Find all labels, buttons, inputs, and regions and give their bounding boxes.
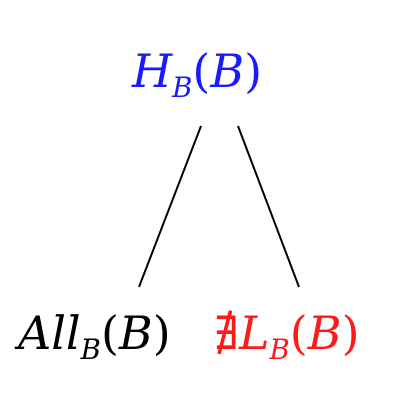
right-subscript: B: [269, 332, 290, 366]
left-open-paren: (: [100, 306, 119, 360]
edge-root-to-right: [237, 125, 300, 288]
right-argument: B: [307, 306, 342, 360]
root-subscript: B: [172, 70, 193, 104]
edge-root-to-left: [138, 125, 202, 288]
root-node-label: HB(B): [132, 48, 262, 101]
left-child-label: AllB(B): [18, 310, 171, 363]
left-close-paren: ): [152, 306, 171, 360]
right-close-paren: ): [341, 306, 360, 360]
left-subscript: B: [80, 332, 101, 366]
root-open-paren: (: [192, 44, 211, 98]
right-child-label: ∄LB(B): [214, 310, 360, 363]
left-argument: B: [118, 306, 153, 360]
root-close-paren: ): [244, 44, 263, 98]
root-argument: B: [210, 44, 245, 98]
right-main-symbol: L: [238, 306, 270, 360]
not-exists-symbol: ∄: [214, 306, 239, 360]
right-open-paren: (: [289, 306, 308, 360]
left-main-symbol: All: [18, 306, 81, 360]
root-main-symbol: H: [132, 44, 173, 98]
